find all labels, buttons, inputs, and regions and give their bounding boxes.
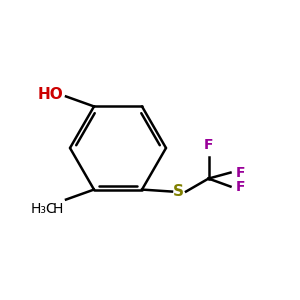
Text: H: H xyxy=(52,202,63,216)
Text: HO: HO xyxy=(37,87,63,102)
Text: S: S xyxy=(173,184,184,199)
Text: F: F xyxy=(236,166,245,180)
Text: H₃C: H₃C xyxy=(30,202,56,216)
Text: F: F xyxy=(236,180,245,194)
Text: F: F xyxy=(204,138,213,152)
